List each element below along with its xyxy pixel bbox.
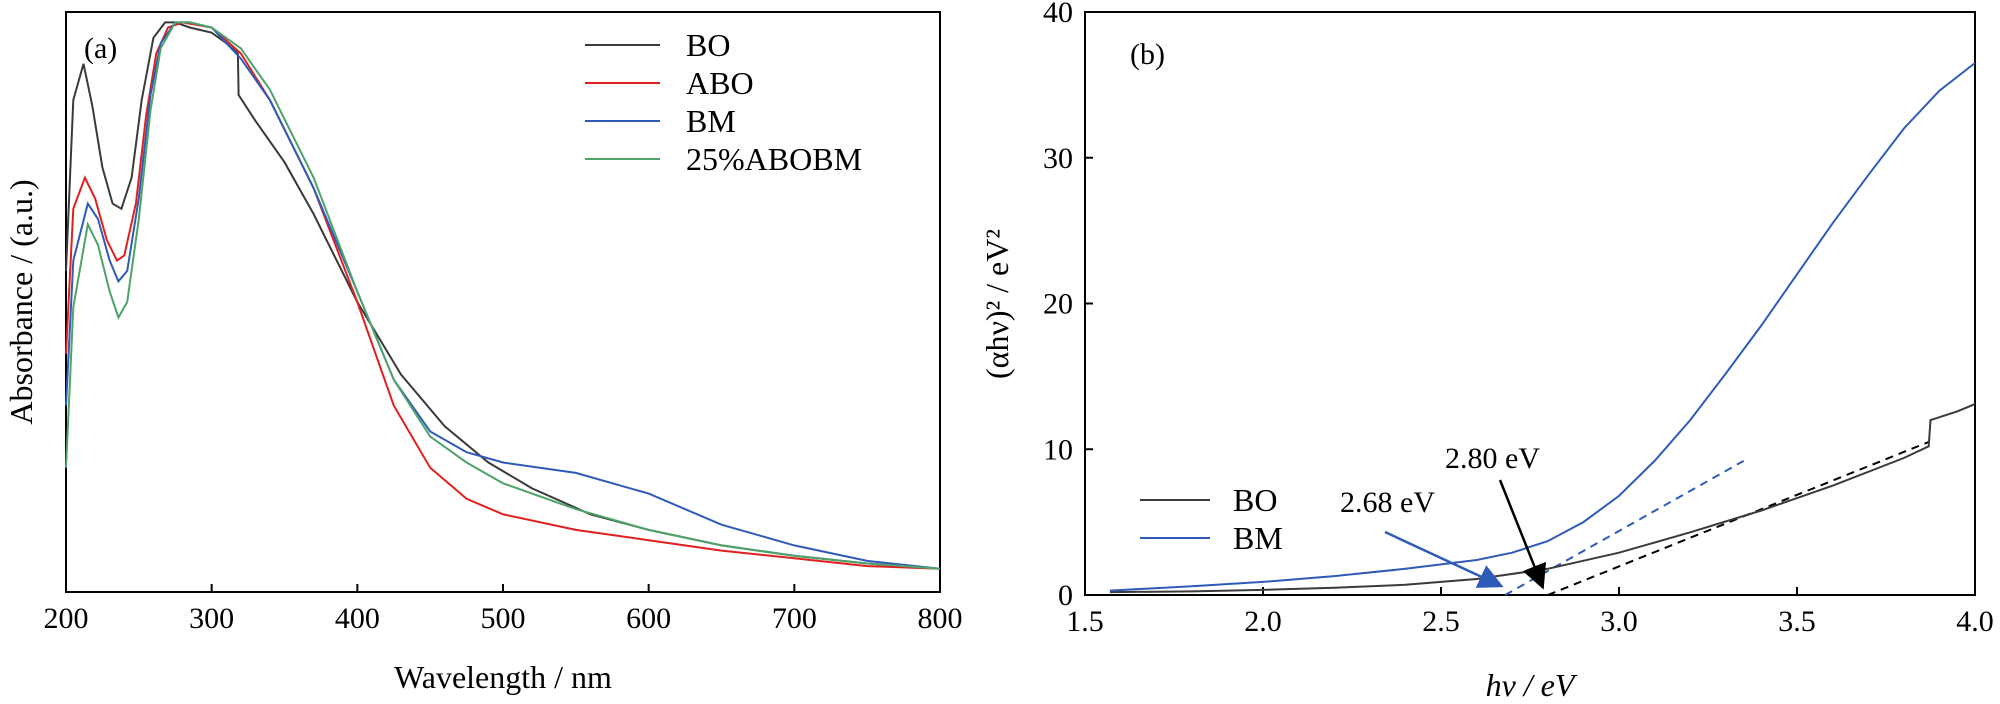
- x-axis-label-b: hν / eV: [1486, 667, 1578, 703]
- plot-frame-b: [1084, 11, 1976, 596]
- fit-line-bo-tangent: [1547, 441, 1930, 596]
- legend-label-abo: ABO: [686, 65, 754, 101]
- series-line-25-abobm: [65, 21, 941, 570]
- x-tick-label-b: 2.5: [1422, 605, 1460, 638]
- series-line-bm: [65, 21, 941, 570]
- x-tick-label-b: 1.5: [1066, 605, 1104, 638]
- x-axis-label-a: Wavelength / nm: [394, 659, 612, 695]
- legend-label-bo: BO: [686, 27, 730, 63]
- x-tick-label-b: 4.0: [1956, 605, 1994, 638]
- annotation-label-2-68-ev: 2.68 eV: [1340, 486, 1435, 519]
- x-tick-label-a: 700: [772, 602, 817, 635]
- legend-label-bm: BM: [1233, 520, 1283, 556]
- series-line-abo: [65, 21, 941, 570]
- series-group-a: [65, 21, 941, 570]
- x-tick-label-b: 2.0: [1244, 605, 1282, 638]
- plot-frame-a: [65, 11, 941, 593]
- y-tick-label-b: 20: [1043, 288, 1073, 321]
- legend-label-25-abobm: 25%ABOBM: [686, 141, 862, 177]
- x-tick-label-b: 3.5: [1778, 605, 1816, 638]
- y-tick-label-b: 10: [1043, 433, 1073, 466]
- annotations-b: 2.80 eV 2.68 eV: [1340, 442, 1547, 590]
- series-line-bm: [1109, 62, 1976, 592]
- annotation-label-2-80-ev: 2.80 eV: [1445, 442, 1540, 475]
- legend-label-bo: BO: [1233, 482, 1277, 518]
- panel-label-a: (a): [84, 32, 117, 65]
- x-tick-label-a: 400: [335, 602, 380, 635]
- y-axis-label-a: Absorbance / (a.u.): [3, 179, 39, 424]
- y-tick-label-b: 0: [1058, 579, 1073, 612]
- series-line-bo: [65, 21, 941, 570]
- x-tick-label-a: 800: [918, 602, 963, 635]
- series-line-bo: [1109, 403, 1976, 594]
- panel-label-b: (b): [1130, 38, 1165, 71]
- x-tick-label-a: 300: [189, 602, 234, 635]
- x-tick-label-a: 500: [481, 602, 526, 635]
- x-tick-label-a: 600: [626, 602, 671, 635]
- axes-b: 1.5 2.0 2.5 3.0 3.5 4.0 0 10 20 30 40: [1043, 0, 1994, 638]
- y-tick-label-b: 40: [1043, 0, 1073, 29]
- annotation-arrow-2-68-ev: [1384, 530, 1504, 588]
- legend-b: BOBM: [1140, 482, 1283, 556]
- x-tick-label-b: 3.0: [1600, 605, 1638, 638]
- legend-label-bm: BM: [686, 103, 736, 139]
- annotation-arrow-2-80-ev: [1498, 479, 1547, 590]
- panel-a: 200 300 400 500 600 700 800 (a) Wavelength / n…: [3, 11, 963, 695]
- x-tick-label-a: 200: [44, 602, 89, 635]
- y-tick-label-b: 30: [1043, 142, 1073, 175]
- x-axis-a: 200 300 400 500 600 700 800: [44, 584, 963, 635]
- fit-line-bm-tangent: [1504, 460, 1745, 596]
- y-axis-label-b: (αhν)² / eV²: [979, 229, 1015, 379]
